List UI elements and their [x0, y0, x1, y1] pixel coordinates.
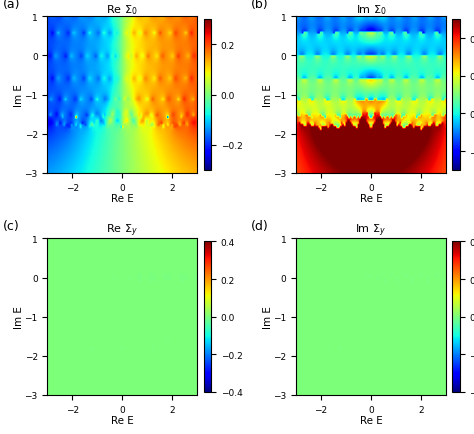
X-axis label: Re E: Re E — [111, 415, 134, 425]
Text: (d): (d) — [251, 220, 269, 233]
X-axis label: Re E: Re E — [111, 194, 134, 204]
Y-axis label: Im E: Im E — [263, 84, 273, 107]
Title: Re $\Sigma_y$: Re $\Sigma_y$ — [106, 223, 138, 239]
X-axis label: Re E: Re E — [360, 194, 383, 204]
Text: (c): (c) — [2, 220, 19, 233]
Y-axis label: Im E: Im E — [14, 84, 25, 107]
Title: Im $\Sigma_0$: Im $\Sigma_0$ — [356, 3, 386, 17]
Title: Im $\Sigma_y$: Im $\Sigma_y$ — [356, 223, 386, 239]
Text: (a): (a) — [2, 0, 20, 11]
Text: (b): (b) — [251, 0, 269, 11]
Y-axis label: Im E: Im E — [263, 306, 273, 329]
Y-axis label: Im E: Im E — [14, 306, 25, 329]
X-axis label: Re E: Re E — [360, 415, 383, 425]
Title: Re $\Sigma_0$: Re $\Sigma_0$ — [106, 3, 138, 17]
